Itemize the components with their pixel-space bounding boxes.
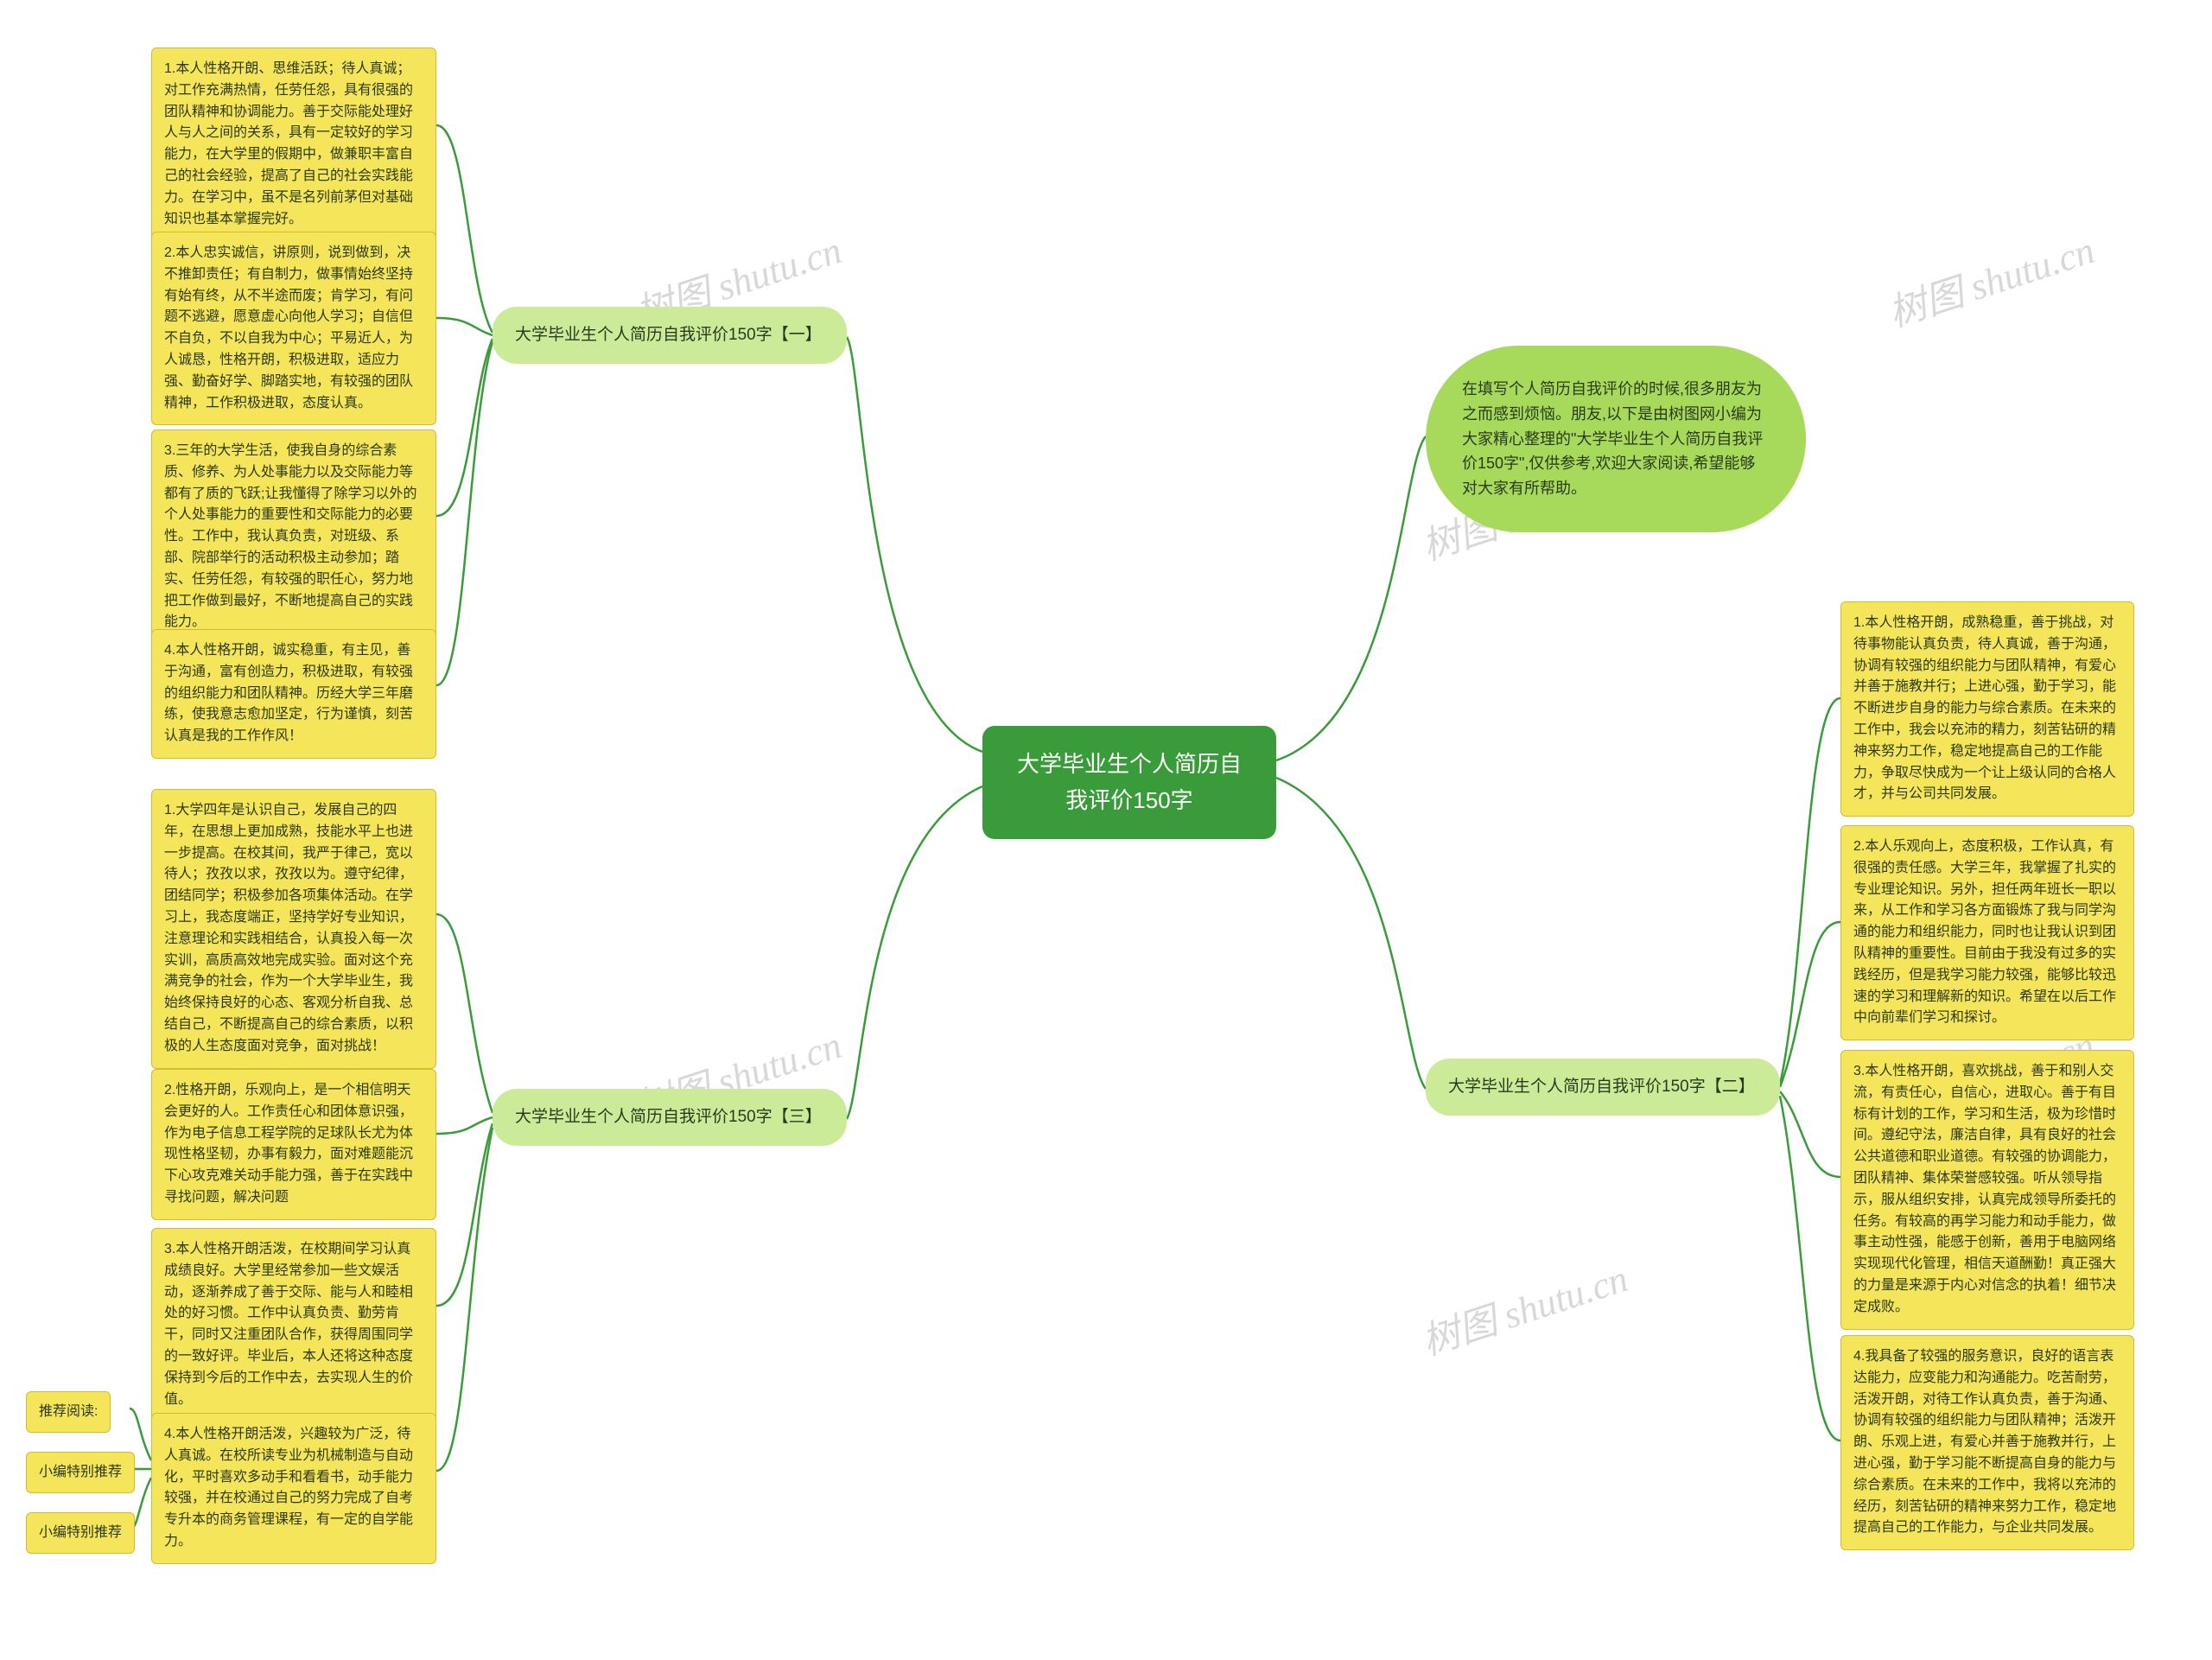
branch-1-title: 大学毕业生个人简历自我评价150字【一】 <box>515 326 822 344</box>
leaf-text: 3.本人性格开朗活泼，在校期间学习认真成绩良好。大学里经常参加一些文娱活动，逐渐… <box>164 1242 413 1407</box>
leaf-text: 1.本人性格开朗，成熟稳重，善于挑战，对待事物能认真负责，待人真诚，善于沟通，协… <box>1853 615 2116 801</box>
leaf-text: 1.本人性格开朗、思维活跃；待人真诚；对工作充满热情，任劳任怨，具有很强的团队精… <box>164 61 413 226</box>
leaf-b2-1[interactable]: 1.本人性格开朗，成熟稳重，善于挑战，对待事物能认真负责，待人真诚，善于沟通，协… <box>1840 601 2134 817</box>
leaf-b3-2[interactable]: 2.性格开朗，乐观向上，是一个相信明天会更好的人。工作责任心和团体意识强，作为电… <box>151 1069 436 1220</box>
leaf-text: 2.性格开朗，乐观向上，是一个相信明天会更好的人。工作责任心和团体意识强，作为电… <box>164 1083 413 1205</box>
leaf-b1-2[interactable]: 2.本人忠实诚信，讲原则，说到做到，决不推卸责任；有自制力，做事情始终坚持有始有… <box>151 232 436 425</box>
sub-leaf-reading[interactable]: 推荐阅读: <box>26 1391 111 1433</box>
intro-node-text: 在填写个人简历自我评价的时候,很多朋友为之而感到烦恼。朋友,以下是由树图网小编为… <box>1462 380 1763 497</box>
sub-leaf-rec-1[interactable]: 小编特别推荐 <box>26 1452 135 1493</box>
sub-leaf-text: 推荐阅读: <box>39 1404 98 1419</box>
center-node-text: 大学毕业生个人简历自我评价150字 <box>1017 751 1242 813</box>
leaf-text: 4.本人性格开朗，诚实稳重，有主见，善于沟通，富有创造力，积极进取，有较强的组织… <box>164 643 413 743</box>
leaf-text: 1.大学四年是认识自己，发展自己的四年，在思想上更加成熟，技能水平上也进一步提高… <box>164 803 413 1053</box>
leaf-b1-3[interactable]: 3.三年的大学生活，使我自身的综合素质、修养、为人处事能力以及交际能力等都有了质… <box>151 429 436 645</box>
branch-3-title: 大学毕业生个人简历自我评价150字【三】 <box>515 1108 822 1126</box>
leaf-text: 2.本人忠实诚信，讲原则，说到做到，决不推卸责任；有自制力，做事情始终坚持有始有… <box>164 245 413 410</box>
leaf-b3-1[interactable]: 1.大学四年是认识自己，发展自己的四年，在思想上更加成熟，技能水平上也进一步提高… <box>151 789 436 1069</box>
branch-node-3[interactable]: 大学毕业生个人简历自我评价150字【三】 <box>493 1089 847 1146</box>
leaf-b2-4[interactable]: 4.我具备了较强的服务意识，良好的语言表达能力，应变能力和沟通能力。吃苦耐劳，活… <box>1840 1335 2134 1550</box>
leaf-b2-3[interactable]: 3.本人性格开朗，喜欢挑战，善于和别人交流，有责任心，自信心，进取心。善于有目标… <box>1840 1050 2134 1330</box>
leaf-text: 4.本人性格开朗活泼，兴趣较为广泛，待人真诚。在校所读专业为机械制造与自动化，平… <box>164 1427 413 1549</box>
sub-leaf-text: 小编特别推荐 <box>39 1525 122 1540</box>
center-node[interactable]: 大学毕业生个人简历自我评价150字 <box>982 726 1276 839</box>
sub-leaf-rec-2[interactable]: 小编特别推荐 <box>26 1512 135 1554</box>
leaf-b2-2[interactable]: 2.本人乐观向上，态度积极，工作认真，有很强的责任感。大学三年，我掌握了扎实的专… <box>1840 825 2134 1040</box>
leaf-text: 3.三年的大学生活，使我自身的综合素质、修养、为人处事能力以及交际能力等都有了质… <box>164 443 416 629</box>
sub-leaf-text: 小编特别推荐 <box>39 1465 122 1479</box>
leaf-text: 4.我具备了较强的服务意识，良好的语言表达能力，应变能力和沟通能力。吃苦耐劳，活… <box>1853 1349 2116 1535</box>
watermark: 树图 shutu.cn <box>1414 1247 1634 1365</box>
leaf-b3-4[interactable]: 4.本人性格开朗活泼，兴趣较为广泛，待人真诚。在校所读专业为机械制造与自动化，平… <box>151 1413 436 1564</box>
branch-node-2[interactable]: 大学毕业生个人简历自我评价150字【二】 <box>1426 1059 1780 1116</box>
leaf-b1-1[interactable]: 1.本人性格开朗、思维活跃；待人真诚；对工作充满热情，任劳任怨，具有很强的团队精… <box>151 48 436 241</box>
intro-node[interactable]: 在填写个人简历自我评价的时候,很多朋友为之而感到烦恼。朋友,以下是由树图网小编为… <box>1426 346 1806 532</box>
branch-2-title: 大学毕业生个人简历自我评价150字【二】 <box>1448 1078 1755 1096</box>
leaf-b3-3[interactable]: 3.本人性格开朗活泼，在校期间学习认真成绩良好。大学里经常参加一些文娱活动，逐渐… <box>151 1228 436 1421</box>
leaf-text: 2.本人乐观向上，态度积极，工作认真，有很强的责任感。大学三年，我掌握了扎实的专… <box>1853 839 2116 1025</box>
watermark: 树图 shutu.cn <box>1880 219 2101 337</box>
branch-node-1[interactable]: 大学毕业生个人简历自我评价150字【一】 <box>493 307 847 364</box>
leaf-text: 3.本人性格开朗，喜欢挑战，善于和别人交流，有责任心，自信心，进取心。善于有目标… <box>1853 1064 2116 1314</box>
leaf-b1-4[interactable]: 4.本人性格开朗，诚实稳重，有主见，善于沟通，富有创造力，积极进取，有较强的组织… <box>151 629 436 759</box>
